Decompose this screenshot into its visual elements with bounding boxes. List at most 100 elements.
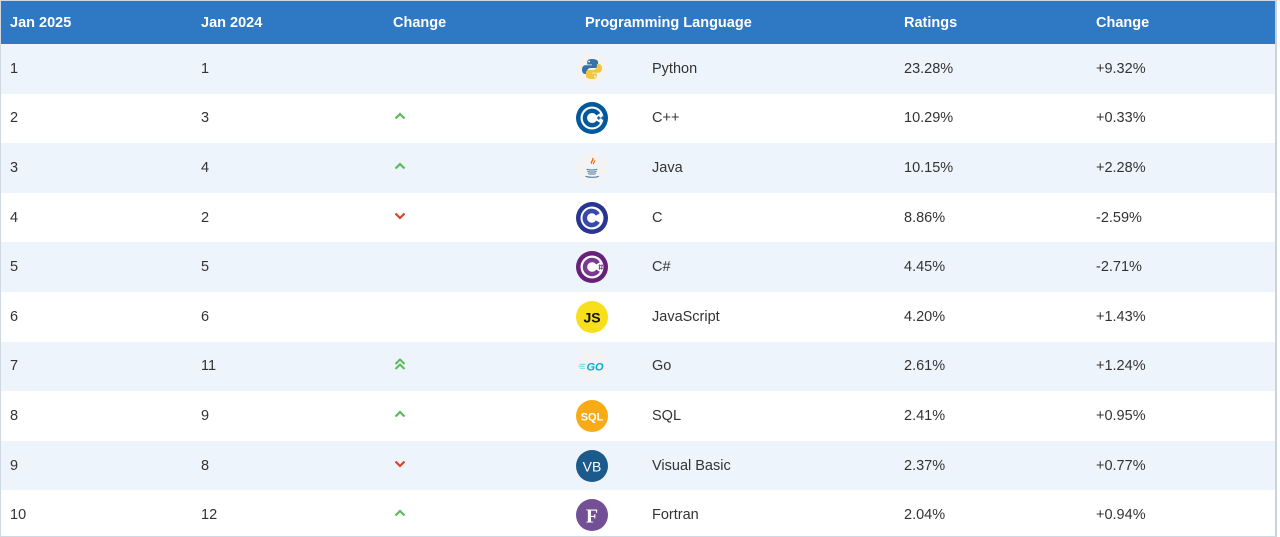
svg-text:F: F	[586, 506, 598, 528]
rating-value: 23.28%	[904, 60, 954, 77]
javascript-logo-icon: JS	[576, 300, 608, 333]
sql-logo-icon: SQL	[576, 399, 608, 432]
rank-2025: 5	[10, 259, 19, 276]
rank-2024: 9	[201, 407, 210, 424]
rating-value: 8.86%	[904, 209, 946, 226]
rating-change: +0.77%	[1096, 457, 1146, 474]
change-cell	[384, 490, 576, 536]
language-logo-cell	[576, 44, 652, 94]
header-programming-language[interactable]: Programming Language	[585, 14, 752, 31]
rating-value: 2.61%	[904, 358, 946, 375]
change-cell	[384, 342, 576, 392]
rating-value: 10.29%	[904, 110, 954, 127]
language-logo-cell: GO	[576, 342, 652, 392]
table-row[interactable]: 2 3 C++ 10.29% +0.33%	[1, 93, 1275, 144]
language-name[interactable]: Fortran	[652, 507, 699, 524]
chevron-down-icon	[393, 458, 407, 474]
rank-2024: 3	[201, 110, 210, 127]
chevron-down-icon	[393, 210, 407, 226]
rank-2025: 1	[10, 60, 19, 77]
cpp-logo-icon	[576, 102, 608, 135]
language-logo-cell	[576, 242, 652, 292]
rank-2024: 4	[201, 159, 210, 176]
language-name[interactable]: C++	[652, 110, 680, 127]
fortran-logo-icon: F	[576, 499, 608, 532]
change-cell	[384, 441, 576, 491]
table-header: Jan 2025 Jan 2024 Change Programming Lan…	[1, 1, 1275, 44]
table-body: 1 1 Python 23.28% +9.32% 2 3 C++ 10.29% +0.33% 3 4 J…	[1, 44, 1275, 536]
header-jan-2024[interactable]: Jan 2024	[201, 14, 263, 31]
change-cell	[384, 44, 576, 94]
rating-change: +2.28%	[1096, 159, 1146, 176]
csharp-logo-icon	[576, 251, 608, 284]
svg-text:VB: VB	[583, 458, 602, 474]
svg-text:GO: GO	[586, 362, 604, 374]
table-row[interactable]: 5 5 C# 4.45% -2.71%	[1, 242, 1275, 292]
rank-2025: 10	[10, 507, 27, 524]
rank-2025: 6	[10, 308, 19, 325]
header-change[interactable]: Change	[393, 14, 447, 31]
language-logo-cell: JS	[576, 292, 652, 342]
rank-2024: 12	[201, 507, 218, 524]
svg-text:JS: JS	[583, 309, 600, 325]
language-name[interactable]: C	[652, 209, 663, 226]
rank-2024: 1	[201, 60, 210, 77]
visual-basic-logo-icon: VB	[576, 449, 608, 482]
table-row[interactable]: 3 4 Java 10.15% +2.28%	[1, 143, 1275, 193]
rating-value: 2.37%	[904, 457, 946, 474]
table-row[interactable]: 7 11 GO Go 2.61% +1.24%	[1, 341, 1275, 392]
chevron-up-icon	[393, 160, 407, 176]
chevron-up-icon	[393, 110, 407, 126]
language-name[interactable]: Java	[652, 159, 683, 176]
rank-2024: 8	[201, 457, 210, 474]
rating-value: 2.41%	[904, 407, 946, 424]
language-name[interactable]: C#	[652, 259, 671, 276]
header-ratings[interactable]: Ratings	[904, 14, 958, 31]
rating-change: +1.43%	[1096, 308, 1146, 325]
rating-change: +0.33%	[1096, 110, 1146, 127]
change-cell	[384, 292, 576, 342]
c-logo-icon	[576, 201, 608, 234]
language-logo-cell	[576, 193, 652, 243]
table-row[interactable]: 1 1 Python 23.28% +9.32%	[1, 44, 1275, 94]
language-name[interactable]: Visual Basic	[652, 457, 731, 474]
language-name[interactable]: Python	[652, 60, 698, 77]
rating-change: +1.24%	[1096, 358, 1146, 375]
language-logo-cell	[576, 143, 652, 193]
language-name[interactable]: JavaScript	[652, 308, 720, 325]
table-row[interactable]: 6 6 JS JavaScript 4.20% +1.43%	[1, 291, 1275, 342]
python-logo-icon	[576, 52, 608, 85]
double-chevron-up-icon	[393, 358, 407, 375]
rank-2025: 2	[10, 110, 19, 127]
rank-2024: 5	[201, 259, 210, 276]
change-cell	[384, 193, 576, 243]
svg-text:SQL: SQL	[581, 411, 604, 423]
rank-2025: 9	[10, 457, 19, 474]
rating-value: 10.15%	[904, 159, 954, 176]
rating-change: +0.94%	[1096, 507, 1146, 524]
change-cell	[384, 242, 576, 292]
rating-value: 4.45%	[904, 259, 946, 276]
rating-change: -2.71%	[1096, 259, 1142, 276]
table-row[interactable]: 9 8 VB Visual Basic 2.37% +0.77%	[1, 440, 1275, 491]
language-name[interactable]: Go	[652, 358, 672, 375]
rating-value: 4.20%	[904, 308, 946, 325]
table-row[interactable]: 8 9 SQL SQL 2.41% +0.95%	[1, 391, 1275, 441]
language-logo-cell	[576, 94, 652, 144]
rank-2024: 11	[201, 358, 217, 375]
table-row[interactable]: 4 2 C 8.86% -2.59%	[1, 192, 1275, 243]
header-row: Jan 2025 Jan 2024 Change Programming Lan…	[1, 1, 1275, 44]
rating-change: -2.59%	[1096, 209, 1142, 226]
rating-value: 2.04%	[904, 507, 946, 524]
header-change-percent[interactable]: Change	[1096, 14, 1150, 31]
chevron-up-icon	[393, 507, 407, 523]
rank-2024: 2	[201, 209, 210, 226]
table-row[interactable]: 10 12 F Fortran 2.04% +0.94%	[1, 490, 1275, 536]
rank-2024: 6	[201, 308, 210, 325]
rank-2025: 8	[10, 407, 19, 424]
change-cell	[384, 94, 576, 144]
language-name[interactable]: SQL	[652, 407, 682, 424]
header-jan-2025[interactable]: Jan 2025	[10, 14, 72, 31]
